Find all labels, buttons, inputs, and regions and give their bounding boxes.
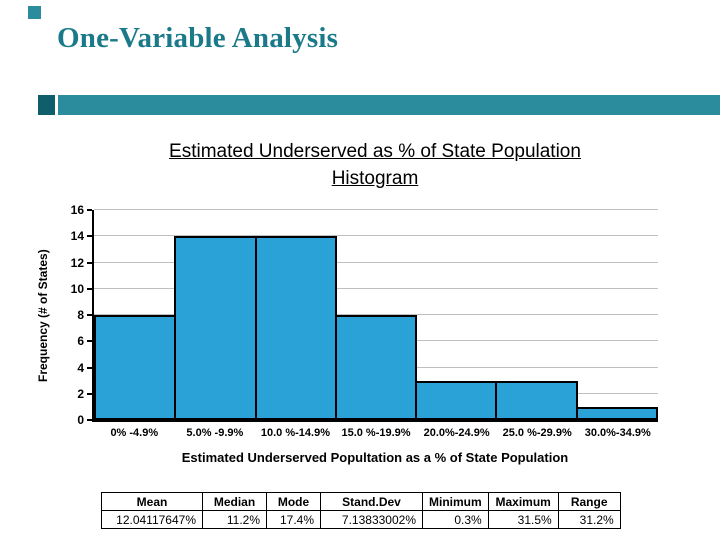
stats-value-cell: 17.4% (266, 510, 321, 529)
stats-header-cell: Stand.Dev (320, 492, 423, 511)
stats-header-cell: Range (557, 492, 621, 511)
chart-title: Estimated Underserved as % of State Popu… (55, 138, 695, 192)
y-tick-label: 6 (77, 334, 84, 349)
corner-accent-square (28, 6, 41, 19)
y-tick-label: 4 (77, 360, 84, 375)
gridline (94, 287, 658, 289)
stats-header-cell: Mode (266, 492, 321, 511)
x-tick-label: 10.0 %-14.9% (260, 427, 330, 439)
stats-table-header-row: Mean Median Mode Stand.Dev Minimum Maximum Ran… (101, 492, 621, 511)
x-tick-label: 0% -4.9% (110, 427, 159, 439)
chart-title-line1: Estimated Underserved as % of State Popu… (169, 141, 581, 162)
y-tick-mark (87, 340, 92, 343)
x-tick-label: 20.0%-24.9% (423, 427, 490, 439)
x-tick-label: 5.0% -9.9% (186, 427, 244, 439)
y-tick-mark (87, 366, 92, 369)
y-tick-mark (87, 419, 92, 421)
stats-value-cell: 11.2% (202, 510, 267, 529)
stats-table: Mean Median Mode Stand.Dev Minimum Maximum Ran… (101, 492, 621, 529)
stats-value-cell: 12.04117647% (101, 510, 203, 529)
histogram-bar (254, 236, 337, 420)
x-tick-label: 15.0 %-19.9% (341, 427, 411, 439)
stats-value-cell: 7.13833002% (320, 510, 423, 529)
y-tick-mark (87, 287, 92, 290)
gridline (94, 235, 658, 237)
y-tick-label: 2 (77, 386, 84, 401)
stats-value-cell: 31.2% (557, 510, 621, 529)
plot-area (92, 209, 658, 422)
y-tick-mark (87, 235, 92, 238)
stats-table-value-row: 12.04117647% 11.2% 17.4% 7.13833002% 0.3% 31.… (101, 510, 621, 529)
x-axis-title: Estimated Underserved Popultation as a %… (181, 450, 569, 465)
y-tick-label: 8 (77, 308, 84, 322)
y-tick-label: 10 (70, 281, 84, 296)
y-tick-label: 16 (70, 203, 84, 217)
histogram-bar (174, 236, 257, 420)
x-axis-tick-labels: 0% -4.9% 5.0% -9.9% 10.0 %-14.9% 15.0 %-19.… (94, 427, 658, 439)
histogram-bar (334, 315, 418, 420)
accent-band-dark-square (38, 95, 55, 115)
histogram-bars (94, 210, 658, 420)
histogram-bar (94, 315, 177, 420)
histogram-bar (495, 380, 578, 420)
y-tick-mark (87, 261, 92, 264)
gridline (94, 209, 658, 210)
stats-header-cell: Median (202, 492, 267, 511)
y-axis-tick-marks (87, 209, 92, 421)
gridline (94, 314, 658, 315)
y-tick-mark (87, 392, 92, 395)
y-tick-label: 12 (70, 255, 84, 270)
y-axis-tick-labels: 0 2 4 6 8 10 12 14 16 (58, 204, 84, 426)
stats-header-cell: Maximum (487, 492, 559, 511)
stats-header-cell: Mean (101, 492, 203, 511)
x-tick-label: 30.0%-34.9% (584, 427, 651, 439)
slide-title: One-Variable Analysis (57, 22, 339, 54)
y-tick-label: 0 (77, 413, 84, 427)
gridline (94, 261, 658, 263)
chart-title-line2: Histogram (331, 168, 419, 189)
x-tick-label: 25.0 %-29.9% (502, 427, 572, 439)
stats-value-cell: 0.3% (422, 510, 489, 529)
y-tick-label: 14 (70, 229, 84, 244)
histogram-bar (575, 406, 658, 420)
stats-header-cell: Minimum (422, 492, 489, 511)
y-tick-mark (87, 314, 92, 316)
histogram-bar (415, 380, 498, 420)
stats-value-cell: 31.5% (487, 510, 559, 529)
y-tick-mark (87, 209, 92, 211)
accent-band-bar (58, 95, 720, 115)
y-axis-title: Frequency (# of States) (36, 249, 50, 383)
